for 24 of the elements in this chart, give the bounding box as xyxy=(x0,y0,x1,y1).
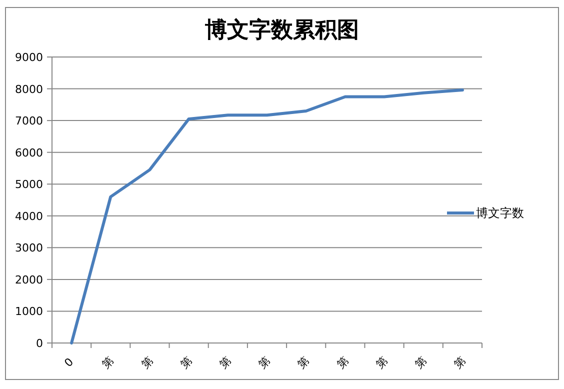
y-tick-label: 0 xyxy=(36,337,43,350)
x-tick-label: 第 xyxy=(451,354,468,372)
y-tick-label: 6000 xyxy=(15,146,43,160)
x-tick-label: 第 xyxy=(256,354,274,372)
x-tick-label: 第 xyxy=(100,354,117,372)
y-tick-label: 8000 xyxy=(15,82,43,96)
line-series xyxy=(70,88,464,344)
chart-title: 博文字数累积图 xyxy=(204,17,359,43)
x-tick-label: 第 xyxy=(178,354,195,372)
y-tick-label: 4000 xyxy=(15,210,43,223)
y-tick-label: 5000 xyxy=(15,178,43,192)
x-tick-label: 第 xyxy=(373,354,390,372)
x-tick-label: 第 xyxy=(216,354,234,372)
y-tick-label: 2000 xyxy=(15,273,43,286)
y-tick-label: 9000 xyxy=(15,51,43,64)
x-tick-label: 第 xyxy=(295,354,312,372)
y-tick-label: 1000 xyxy=(15,305,43,318)
y-tick-label: 7000 xyxy=(15,114,43,128)
x-tick-label: 第 xyxy=(412,354,430,372)
x-tick-label: 第 xyxy=(334,354,352,372)
x-tick-label: 第 xyxy=(138,354,156,372)
y-tick-label: 3000 xyxy=(15,242,43,255)
x-tick-label: 0 xyxy=(62,355,76,370)
legend-label: 博文字数 xyxy=(476,206,524,220)
